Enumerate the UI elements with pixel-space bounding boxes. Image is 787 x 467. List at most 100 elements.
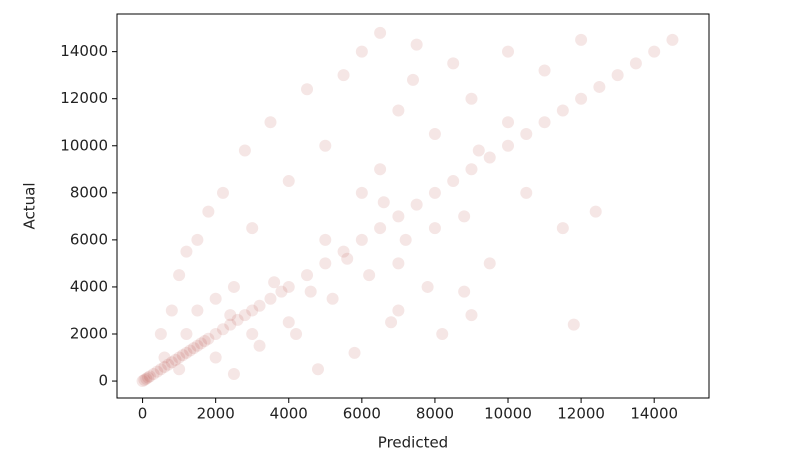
point	[341, 252, 354, 265]
point	[520, 128, 533, 140]
point	[184, 344, 197, 357]
point	[556, 104, 569, 117]
point	[180, 328, 193, 340]
point	[428, 186, 441, 199]
y-tick-label: 6000	[70, 230, 108, 248]
point	[483, 151, 496, 164]
x-tick-label: 0	[138, 405, 148, 423]
point	[173, 269, 186, 282]
point	[410, 198, 423, 211]
point	[301, 269, 314, 282]
point	[202, 205, 215, 218]
x-axis-label: Predicted	[378, 434, 448, 452]
y-tick-label: 10000	[60, 136, 108, 154]
point	[575, 33, 588, 46]
x-tick-label: 6000	[343, 405, 381, 423]
plot-frame	[116, 13, 710, 399]
point	[363, 269, 376, 282]
point	[246, 328, 259, 340]
point	[629, 57, 642, 70]
point	[447, 57, 460, 70]
point	[195, 337, 208, 350]
point	[282, 280, 295, 293]
point	[589, 205, 602, 218]
y-tick-label: 2000	[70, 325, 108, 343]
point	[355, 233, 368, 246]
point	[465, 92, 478, 105]
point	[191, 233, 204, 246]
point	[191, 304, 204, 317]
point	[447, 175, 460, 188]
point	[173, 351, 186, 364]
point	[458, 285, 471, 298]
point	[209, 351, 222, 364]
point	[575, 92, 588, 105]
point	[374, 26, 387, 39]
y-tick-label: 0	[98, 372, 108, 390]
point	[399, 233, 412, 246]
x-tick-label: 4000	[270, 405, 308, 423]
point	[385, 316, 398, 329]
point	[465, 163, 478, 176]
point	[202, 332, 215, 345]
point	[374, 163, 387, 176]
point	[224, 309, 237, 322]
point	[611, 69, 624, 82]
point	[666, 33, 679, 46]
point	[538, 116, 551, 129]
point	[319, 233, 332, 246]
point	[264, 292, 277, 305]
point	[337, 245, 350, 258]
point	[428, 128, 441, 140]
point	[216, 323, 229, 336]
point	[238, 144, 251, 157]
point	[428, 222, 441, 235]
y-tick-label: 4000	[70, 277, 108, 295]
point	[138, 373, 151, 386]
point	[165, 304, 178, 317]
point	[143, 370, 156, 383]
point	[407, 73, 419, 86]
point	[268, 276, 281, 289]
point	[158, 360, 171, 373]
point	[216, 186, 229, 199]
point	[421, 280, 434, 293]
point	[465, 309, 478, 322]
point	[593, 80, 606, 93]
point	[348, 346, 361, 359]
point	[209, 328, 222, 340]
point	[162, 358, 175, 371]
x-tick-label: 12000	[557, 405, 605, 423]
point	[355, 45, 368, 58]
point	[176, 349, 189, 362]
point	[282, 316, 295, 329]
point	[304, 285, 317, 298]
point	[502, 45, 515, 58]
point	[282, 175, 295, 188]
point	[180, 346, 193, 359]
point	[264, 116, 277, 129]
point	[246, 222, 259, 235]
point	[319, 257, 332, 270]
point	[158, 351, 171, 364]
point	[502, 116, 515, 129]
point	[290, 328, 303, 340]
point	[136, 375, 149, 388]
point	[319, 139, 332, 152]
point	[538, 64, 551, 77]
point	[392, 210, 405, 223]
point	[355, 186, 368, 199]
point	[169, 353, 182, 366]
point	[392, 104, 405, 117]
point	[147, 368, 160, 380]
point	[224, 318, 237, 331]
point	[165, 356, 178, 369]
x-tick-label: 2000	[197, 405, 235, 423]
point	[567, 318, 580, 331]
point	[410, 38, 423, 51]
point	[311, 363, 324, 376]
point	[187, 342, 200, 355]
point	[377, 196, 390, 209]
point	[227, 368, 240, 380]
point	[392, 257, 405, 270]
